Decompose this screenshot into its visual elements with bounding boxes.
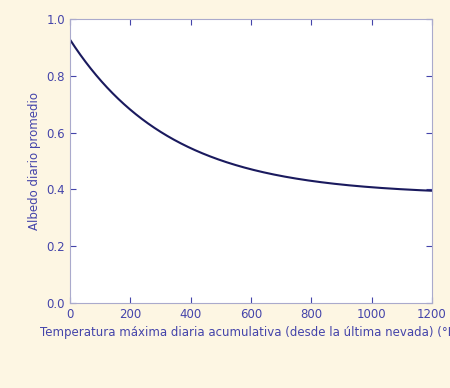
Y-axis label: Albedo diario promedio: Albedo diario promedio — [28, 92, 40, 230]
X-axis label: Temperatura máxima diaria acumulativa (desde la última nevada) (°F).: Temperatura máxima diaria acumulativa (d… — [40, 326, 450, 339]
